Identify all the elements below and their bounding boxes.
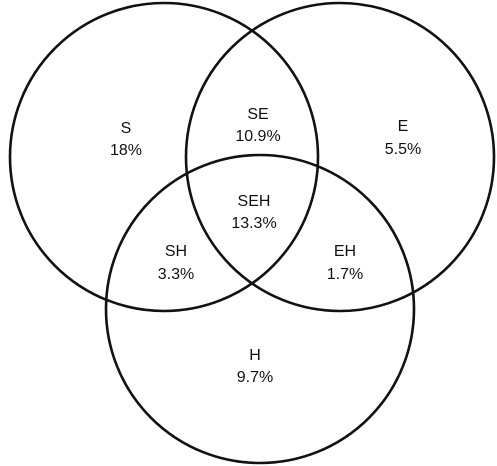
region-sh-name: SH bbox=[165, 243, 187, 260]
region-sh-value: 3.3% bbox=[158, 266, 194, 283]
region-h-value: 9.7% bbox=[237, 369, 273, 386]
region-s-value: 18% bbox=[110, 142, 142, 159]
region-seh-value: 13.3% bbox=[231, 215, 276, 232]
region-s-name: S bbox=[121, 120, 132, 137]
circle-h bbox=[104, 153, 416, 465]
region-seh-name: SEH bbox=[238, 193, 271, 210]
circle-e bbox=[184, 1, 496, 313]
region-se-value: 10.9% bbox=[235, 128, 280, 145]
region-e-name: E bbox=[398, 118, 409, 135]
region-eh-value: 1.7% bbox=[327, 266, 363, 283]
region-h-name: H bbox=[249, 347, 261, 364]
region-eh-name: EH bbox=[334, 243, 356, 260]
region-e-value: 5.5% bbox=[385, 141, 421, 158]
region-se-name: SE bbox=[247, 106, 268, 123]
circle-s bbox=[8, 1, 320, 313]
